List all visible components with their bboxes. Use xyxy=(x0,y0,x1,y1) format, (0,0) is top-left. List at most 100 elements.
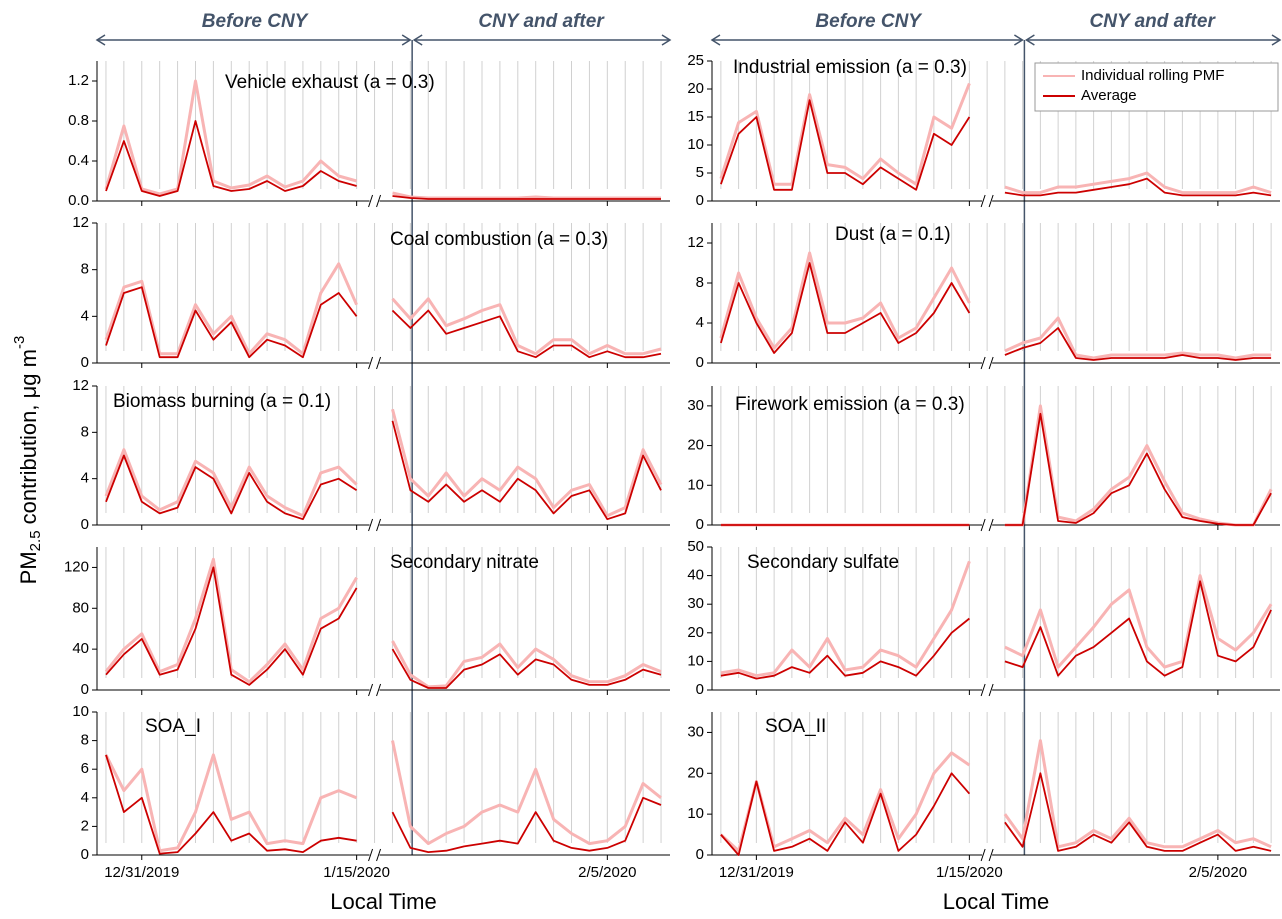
panel-title: Coal combustion (a = 0.3) xyxy=(390,229,608,250)
header-label: Before CNY xyxy=(202,11,310,32)
y-tick-label: 0.0 xyxy=(68,192,89,209)
series-line xyxy=(720,262,1272,361)
series-line xyxy=(720,580,1272,680)
y-tick-label: 10 xyxy=(687,652,704,669)
y-tick-label: 4 xyxy=(81,470,89,487)
y-tick-label: 20 xyxy=(687,624,704,641)
y-tick-label: 50 xyxy=(687,538,704,555)
y-axis-label: PM2.5 contribution, μg m-3 xyxy=(11,336,44,585)
y-tick-label: 10 xyxy=(687,136,704,153)
y-tick-label: 30 xyxy=(687,723,704,740)
y-tick-label: 10 xyxy=(687,476,704,493)
panel-title: Secondary sulfate xyxy=(747,552,899,573)
y-tick-label: 0 xyxy=(81,354,89,371)
axis-break xyxy=(369,852,380,858)
series-line xyxy=(105,566,662,689)
y-tick-label: 0 xyxy=(696,516,704,533)
axis-break-mark xyxy=(368,356,382,370)
arrow-head xyxy=(95,34,106,46)
series-line xyxy=(105,754,662,855)
series-line xyxy=(719,251,1272,360)
y-tick-label: 4 xyxy=(696,314,704,331)
y-tick-label: 10 xyxy=(687,805,704,822)
axis-break-mark xyxy=(980,683,994,697)
x-axis-label: Local Time xyxy=(943,889,1049,914)
y-tick-label: 12 xyxy=(72,377,89,394)
y-tick-label: 25 xyxy=(687,52,704,69)
y-tick-label: 5 xyxy=(696,164,704,181)
y-tick-label: 30 xyxy=(687,595,704,612)
axis-break-mark xyxy=(980,356,994,370)
series-line xyxy=(104,557,662,689)
y-label-main: PM xyxy=(16,551,41,584)
series-line xyxy=(719,82,1272,195)
y-tick-label: 40 xyxy=(687,567,704,584)
y-tick-label: 8 xyxy=(81,423,89,440)
series-line xyxy=(105,420,662,521)
y-tick-label: 6 xyxy=(81,760,89,777)
axis-break-mark xyxy=(368,848,382,862)
series-line xyxy=(720,404,1273,527)
x-axis-label: Local Time xyxy=(330,889,436,914)
header-label: CNY and after xyxy=(478,11,605,32)
series-line xyxy=(104,740,662,853)
series-line xyxy=(720,560,1273,678)
axis-break-mark xyxy=(980,194,994,208)
x-tick-label: 2/5/2020 xyxy=(578,864,636,881)
series-line xyxy=(105,286,662,359)
y-tick-label: 20 xyxy=(687,764,704,781)
y-label-sup: -3 xyxy=(11,336,28,349)
axis-break-mark xyxy=(980,518,994,532)
y-tick-label: 1.2 xyxy=(68,72,89,89)
y-tick-label: 4 xyxy=(81,789,89,806)
y-tick-label: 20 xyxy=(687,437,704,454)
panel-title: Secondary nitrate xyxy=(390,552,539,573)
series-line xyxy=(104,408,663,518)
x-tick-label: 12/31/2019 xyxy=(719,864,794,881)
y-tick-label: 8 xyxy=(696,274,704,291)
y-tick-label: 2 xyxy=(81,817,89,834)
x-tick-label: 1/15/2020 xyxy=(323,864,390,881)
axis-break xyxy=(982,522,993,528)
axis-break xyxy=(982,198,993,204)
axis-break-mark xyxy=(368,518,382,532)
arrow-head xyxy=(1024,34,1035,46)
legend-box xyxy=(1034,62,1279,112)
y-tick-label: 4 xyxy=(81,307,89,324)
axis-break xyxy=(982,360,993,366)
panel-title: Firework emission (a = 0.3) xyxy=(735,394,965,415)
series-line xyxy=(104,262,662,356)
axis-break-mark xyxy=(980,848,994,862)
y-tick-label: 12 xyxy=(72,214,89,231)
y-tick-label: 80 xyxy=(72,599,89,616)
panel-title: SOA_I xyxy=(145,716,201,737)
series-line xyxy=(720,99,1272,197)
y-label-sub: 2.5 xyxy=(27,530,44,551)
axis-break-mark xyxy=(368,194,382,208)
x-tick-label: 12/31/2019 xyxy=(104,864,179,881)
y-tick-label: 0.8 xyxy=(68,112,89,129)
arrow-head xyxy=(1014,34,1024,46)
y-tick-label: 12 xyxy=(687,234,704,251)
series-line xyxy=(104,79,661,200)
arrow-head xyxy=(412,34,423,46)
y-tick-label: 20 xyxy=(687,80,704,97)
y-tick-label: 0 xyxy=(696,192,704,209)
axis-break xyxy=(369,198,380,204)
panel-title: Biomass burning (a = 0.1) xyxy=(113,391,331,412)
y-tick-label: 30 xyxy=(687,397,704,414)
series-line xyxy=(719,739,1272,853)
axis-break xyxy=(369,687,380,693)
y-tick-label: 0 xyxy=(81,681,89,698)
header-label: Before CNY xyxy=(815,11,923,32)
x-tick-label: 1/15/2020 xyxy=(936,864,1003,881)
axis-break xyxy=(369,360,380,366)
header-label: CNY and after xyxy=(1090,11,1217,32)
arrow-head xyxy=(710,34,721,46)
arrow-head xyxy=(401,34,412,46)
y-tick-label: 120 xyxy=(64,558,89,575)
panel-title: Vehicle exhaust (a = 0.3) xyxy=(225,72,435,93)
y-tick-label: 8 xyxy=(81,732,89,749)
y-tick-label: 0 xyxy=(81,846,89,863)
